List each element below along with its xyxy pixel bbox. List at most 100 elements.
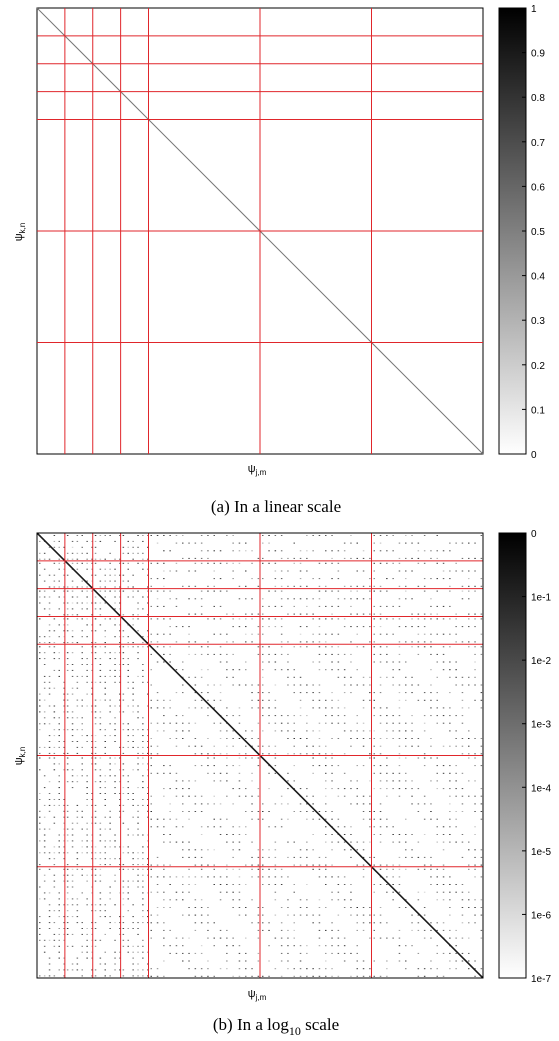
coefficient-mark xyxy=(104,681,106,683)
coefficient-mark xyxy=(350,557,352,559)
coefficient-mark xyxy=(39,810,41,812)
coefficient-mark xyxy=(325,699,327,701)
coefficient-mark xyxy=(122,846,125,848)
coefficient-mark xyxy=(109,568,111,570)
coefficient-mark xyxy=(142,775,144,777)
coefficient-mark xyxy=(200,753,203,755)
coefficient-mark xyxy=(122,711,125,713)
coefficient-mark xyxy=(245,811,247,812)
coefficient-mark xyxy=(251,730,253,732)
coefficient-mark xyxy=(48,574,51,576)
coefficient-mark xyxy=(325,795,327,797)
coefficient-mark xyxy=(194,922,197,924)
coefficient-mark xyxy=(76,586,79,588)
coefficient-mark xyxy=(405,585,407,587)
coefficient-mark xyxy=(325,868,327,870)
coefficient-mark xyxy=(163,722,165,724)
coefficient-mark xyxy=(109,574,111,576)
coefficient-mark xyxy=(245,834,247,835)
coefficient-mark xyxy=(373,692,375,694)
coefficient-mark xyxy=(325,826,327,828)
coefficient-mark xyxy=(66,816,69,818)
coefficient-mark xyxy=(257,868,260,870)
coefficient-mark xyxy=(219,968,222,970)
coefficient-mark xyxy=(423,722,426,724)
coefficient-mark xyxy=(461,772,464,774)
coefficient-mark xyxy=(280,876,283,878)
coefficient-mark xyxy=(430,613,432,615)
coefficient-mark xyxy=(318,598,321,600)
coefficient-mark xyxy=(63,880,65,882)
coefficient-mark xyxy=(379,907,382,908)
coefficient-mark xyxy=(122,916,125,918)
coefficient-mark xyxy=(373,975,375,977)
coefficient-mark xyxy=(474,542,476,544)
colorbar-tick-label: 0.5 xyxy=(531,227,545,238)
coefficient-mark xyxy=(386,550,388,552)
coefficient-mark xyxy=(182,722,184,724)
coefficient-mark xyxy=(293,841,295,843)
coefficient-mark xyxy=(109,822,111,824)
coefficient-mark xyxy=(94,608,97,610)
coefficient-mark xyxy=(109,652,111,654)
coefficient-mark xyxy=(373,753,375,755)
coefficient-mark xyxy=(232,868,234,870)
coefficient-mark xyxy=(137,874,139,876)
coefficient-mark xyxy=(81,586,83,588)
coefficient-mark xyxy=(245,669,247,671)
coefficient-mark xyxy=(81,746,83,748)
coefficient-mark xyxy=(238,945,241,947)
coefficient-mark xyxy=(53,864,56,866)
coefficient-mark xyxy=(58,945,60,947)
coefficient-mark xyxy=(343,849,346,851)
coefficient-mark xyxy=(132,793,134,794)
coefficient-mark xyxy=(109,840,111,842)
coefficient-mark xyxy=(386,562,388,564)
coefficient-mark xyxy=(480,788,483,790)
coefficient-mark xyxy=(430,968,432,970)
coefficient-mark xyxy=(122,864,125,866)
coefficient-mark xyxy=(337,699,340,701)
coefficient-mark xyxy=(142,799,144,800)
coefficient-mark xyxy=(274,745,277,747)
coefficient-mark xyxy=(71,741,74,742)
coefficient-mark xyxy=(207,715,209,717)
coefficient-mark xyxy=(468,641,470,643)
coefficient-mark xyxy=(436,562,438,564)
coefficient-mark xyxy=(306,738,308,739)
coefficient-mark xyxy=(53,769,56,771)
coefficient-mark xyxy=(53,922,56,924)
coefficient-mark xyxy=(207,907,209,908)
coefficient-mark xyxy=(81,928,83,929)
coefficient-mark xyxy=(262,914,264,916)
coefficient-mark xyxy=(306,849,308,851)
coefficient-mark xyxy=(109,898,111,900)
coefficient-mark xyxy=(306,952,308,954)
coefficient-mark xyxy=(194,542,197,544)
coefficient-mark xyxy=(312,699,314,701)
coefficient-mark xyxy=(280,633,283,635)
coefficient-mark xyxy=(325,975,327,977)
coefficient-mark xyxy=(53,658,56,660)
coefficient-mark xyxy=(379,661,382,663)
coefficient-mark xyxy=(262,646,264,648)
coefficient-mark xyxy=(91,546,93,548)
coefficient-mark xyxy=(169,876,171,878)
coefficient-mark xyxy=(468,570,470,572)
coefficient-mark xyxy=(331,557,333,559)
coefficient-mark xyxy=(188,570,190,572)
coefficient-mark xyxy=(66,874,69,876)
coefficient-mark xyxy=(262,745,264,747)
coefficient-mark xyxy=(142,752,144,754)
coefficient-mark xyxy=(398,707,401,709)
coefficient-mark xyxy=(104,864,106,866)
coefficient-mark xyxy=(114,596,116,598)
colorbar-tick-label: 1e-6 xyxy=(531,910,551,921)
coefficient-mark xyxy=(325,929,327,931)
coefficient-mark xyxy=(91,804,93,806)
coefficient-mark xyxy=(262,626,264,628)
coefficient-mark xyxy=(58,775,60,777)
coefficient-mark xyxy=(48,975,51,977)
coefficient-mark xyxy=(474,795,476,797)
coefficient-mark xyxy=(207,922,209,924)
